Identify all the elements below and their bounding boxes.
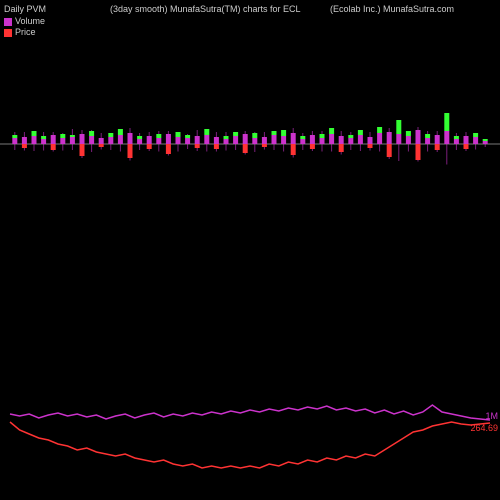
chart-canvas <box>0 0 500 500</box>
right-label-price: 264.69 <box>470 423 498 433</box>
right-label-volume: 1M <box>485 411 498 421</box>
